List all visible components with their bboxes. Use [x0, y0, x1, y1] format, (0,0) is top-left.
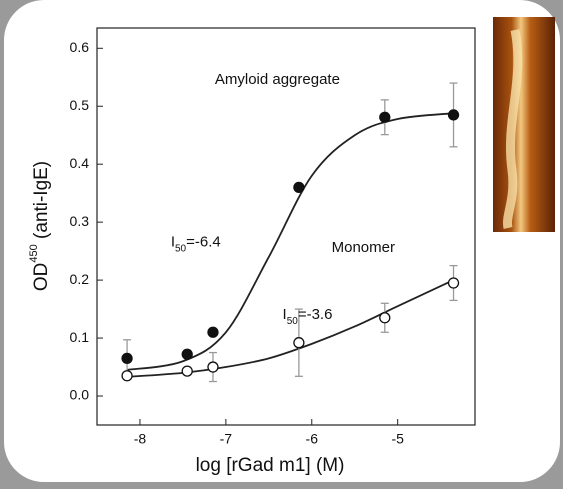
- annotation-sub: 50: [287, 316, 299, 327]
- data-point: [182, 366, 192, 376]
- page: log [rGad m1] (M) OD450 (anti-IgE) -8 -7 -…: [0, 0, 563, 484]
- data-point: [208, 362, 218, 372]
- data-point: [380, 313, 390, 323]
- data-point: [294, 338, 304, 348]
- annotation: Monomer: [332, 239, 395, 256]
- data-point: [380, 112, 390, 122]
- y-tick-label: 0.4: [70, 155, 90, 171]
- y-label-main: OD: [31, 263, 52, 292]
- y-tick-label: 0.3: [70, 213, 90, 229]
- y-axis-label: OD450 (anti-IgE): [28, 161, 52, 291]
- y-tick-label: 0.1: [70, 329, 90, 345]
- y-label-sup: 450: [28, 244, 40, 262]
- afm-inset: [493, 17, 555, 232]
- data-point: [122, 371, 132, 381]
- annotation-sub: 50: [175, 243, 187, 254]
- chart: log [rGad m1] (M) OD450 (anti-IgE) -8 -7 -…: [0, 0, 563, 484]
- annotation: Amyloid aggregate: [215, 71, 340, 88]
- annotation-text: Amyloid aggregate: [215, 71, 340, 88]
- y-tick-label: 0.2: [70, 271, 90, 287]
- data-point: [122, 353, 132, 363]
- data-point: [449, 278, 459, 288]
- data-point: [294, 182, 304, 192]
- x-axis-label: log [rGad m1] (M): [196, 455, 345, 476]
- x-tick-label: -7: [220, 431, 233, 447]
- y-tick-label: 0.6: [70, 39, 90, 55]
- data-point: [208, 327, 218, 337]
- y-tick-label: 0.5: [70, 97, 90, 113]
- x-tick-label: -6: [306, 431, 319, 447]
- data-point: [449, 110, 459, 120]
- x-tick-label: -5: [391, 431, 404, 447]
- data-point: [182, 349, 192, 359]
- annotation-text: Monomer: [332, 239, 395, 256]
- annotation-rest: =-6.4: [186, 233, 221, 250]
- y-label-rest: (anti-IgE): [31, 161, 52, 244]
- y-tick-label: 0.0: [70, 387, 90, 403]
- x-tick-label: -8: [134, 431, 147, 447]
- annotation-rest: =-3.6: [298, 306, 333, 323]
